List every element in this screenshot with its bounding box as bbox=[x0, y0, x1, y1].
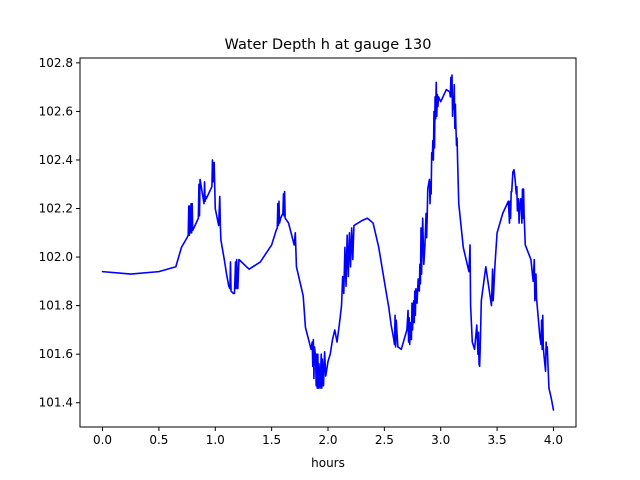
y-tick-label: 102.4 bbox=[39, 153, 73, 167]
y-tick-label: 102.2 bbox=[39, 202, 73, 216]
plot-area bbox=[101, 74, 555, 411]
y-tick-label: 102.8 bbox=[39, 56, 73, 70]
x-tick-label: 1.5 bbox=[262, 433, 281, 447]
x-axis-ticks: 0.0 0.5 1.0 1.5 2.0 2.5 3.0 3.5 4.0 bbox=[93, 427, 563, 447]
y-tick-label: 101.6 bbox=[39, 347, 73, 361]
chart-title: Water Depth h at gauge 130 bbox=[225, 37, 432, 53]
x-tick-label: 2.0 bbox=[318, 433, 337, 447]
x-tick-label: 0.0 bbox=[93, 433, 112, 447]
y-tick-label: 102.0 bbox=[39, 250, 73, 264]
x-axis-label: hours bbox=[311, 456, 345, 470]
x-tick-label: 0.5 bbox=[149, 433, 168, 447]
x-tick-label: 2.5 bbox=[375, 433, 394, 447]
x-tick-label: 3.5 bbox=[488, 433, 507, 447]
series-line-water-depth bbox=[101, 74, 555, 411]
y-axis-ticks: 101.4 101.6 101.8 102.0 102.2 102.4 102.6 102.8 bbox=[39, 56, 80, 410]
y-tick-label: 101.8 bbox=[39, 299, 73, 313]
x-tick-label: 4.0 bbox=[544, 433, 563, 447]
y-tick-label: 102.6 bbox=[39, 104, 73, 118]
x-tick-label: 3.0 bbox=[431, 433, 450, 447]
x-tick-label: 1.0 bbox=[206, 433, 225, 447]
y-tick-label: 101.4 bbox=[39, 396, 73, 410]
